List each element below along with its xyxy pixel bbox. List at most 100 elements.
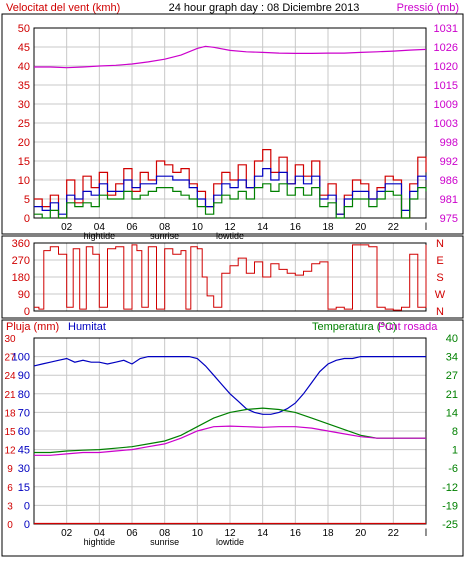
humidity-axis-title: Humitat: [68, 321, 106, 333]
x-tick-label: 06: [126, 222, 138, 233]
temperature-tick-label: 34: [446, 352, 458, 364]
compass-tick-label: N: [436, 238, 444, 250]
rain-axis-title: Pluja (mm): [6, 321, 59, 333]
dewpoint-axis-title: Punt rosada: [378, 321, 438, 333]
rain-tick-label: 15: [4, 427, 16, 438]
direction-tick-label: 270: [12, 255, 30, 267]
rain-tick-label: 21: [4, 390, 16, 401]
panel1-plot-frame: [33, 27, 427, 219]
pressure-tick-label: 1009: [434, 99, 458, 111]
pressure-tick-label: 1003: [434, 118, 458, 130]
rain-tick-label: 12: [4, 446, 16, 457]
direction-tick-label: 180: [12, 272, 30, 284]
humidity-tick-label: 15: [18, 482, 30, 494]
panel2-frame: [1, 235, 464, 319]
x-tick-label: 12: [224, 222, 236, 233]
pressure-tick-label: 986: [440, 175, 458, 187]
x-tick-label: 06: [126, 528, 138, 539]
wind-direction-panel: 0 N 90 W 180 S 270 E 360 N: [1, 235, 464, 319]
x-tick-label: 08: [159, 528, 171, 539]
rain-tick-label: 0: [7, 520, 13, 531]
temperature-tick-label: 14: [446, 407, 458, 419]
wind-tick-label: 50: [18, 23, 30, 35]
temperature-tick-label: -19: [442, 500, 458, 512]
compass-tick-label: N: [436, 306, 444, 318]
x-tick-label: 14: [257, 528, 269, 539]
wind-axis-title: Velocitat del vent (kmh): [6, 2, 120, 14]
x-tick-label: 02: [61, 222, 73, 233]
direction-tick-label: 360: [12, 238, 30, 250]
x-tick-label: 10: [192, 528, 204, 539]
wind-tick-label: 45: [18, 42, 30, 54]
rain-tick-label: 3: [7, 501, 13, 512]
temperature-axis-title: Temperatura (°C): [312, 321, 396, 333]
event-label: lowtide: [216, 537, 244, 547]
x-tick-label: 04: [94, 222, 106, 233]
pressure-tick-label: 1031: [434, 23, 458, 35]
wind-tick-label: 5: [24, 194, 30, 206]
rain-tick-label: 9: [7, 464, 13, 475]
wind-tick-label: 20: [18, 137, 30, 149]
event-label: hightide: [84, 537, 116, 547]
wind-tick-label: 15: [18, 156, 30, 168]
temperature-tick-label: -12: [442, 482, 458, 494]
humidity-tick-label: 45: [18, 445, 30, 457]
x-tick-label: 02: [61, 528, 73, 539]
x-tick-label: 22: [388, 528, 400, 539]
x-tick-label: 14: [257, 222, 269, 233]
x-tick-label: l: [425, 222, 427, 233]
panel1-frame: [1, 13, 464, 235]
direction-tick-label: 0: [24, 306, 30, 318]
humidity-series: [33, 356, 426, 415]
wind-tick-label: 10: [18, 175, 30, 187]
dewpoint-series: [34, 425, 426, 456]
x-tick-label: 16: [290, 222, 302, 233]
x-tick-label: 08: [159, 222, 171, 233]
pressure-tick-label: 975: [440, 213, 458, 225]
x-tick-label: 04: [94, 528, 106, 539]
x-tick-label: 18: [322, 528, 334, 539]
pressure-tick-label: 998: [440, 137, 458, 149]
temperature-tick-label: 40: [446, 333, 458, 345]
x-tick-label: 22: [388, 222, 400, 233]
pressure-series: [34, 45, 427, 69]
compass-tick-label: S: [436, 272, 443, 284]
wind-tick-label: 30: [18, 99, 30, 111]
rain-tick-label: 27: [4, 353, 16, 364]
x-tick-label: 20: [355, 222, 367, 233]
pressure-tick-label: 1020: [434, 61, 458, 73]
x-tick-label: 18: [322, 222, 334, 233]
humidity-tick-label: 70: [18, 407, 30, 419]
wind-tick-label: 0: [24, 213, 30, 225]
chart-title: 24 hour graph day : 08 Diciembre 2013: [169, 2, 360, 14]
pressure-axis-title: Pressió (mb): [397, 2, 459, 14]
x-tick-label: 10: [192, 222, 204, 233]
rain-tick-label: 30: [4, 334, 16, 345]
temperature-humidity-panel: Pluja (mm) Humitat Temperatura (°C) Punt…: [1, 319, 464, 557]
pressure-tick-label: 992: [440, 156, 458, 168]
rain-tick-label: 18: [4, 408, 16, 419]
compass-tick-label: E: [436, 255, 443, 267]
direction-tick-label: 90: [18, 289, 30, 301]
wind-low-series: [34, 183, 427, 219]
rain-tick-label: 6: [7, 483, 13, 494]
pressure-tick-label: 1026: [434, 42, 458, 54]
event-label: sunrise: [150, 537, 179, 547]
wind-direction-series: [34, 244, 427, 311]
temperature-tick-label: -25: [442, 519, 458, 531]
x-tick-label: 16: [290, 528, 302, 539]
humidity-tick-label: 0: [24, 500, 30, 512]
wind-tick-label: 25: [18, 118, 30, 130]
temperature-series: [34, 407, 426, 454]
temperature-tick-label: 8: [452, 426, 458, 438]
humidity-tick-label: 60: [18, 426, 30, 438]
humidity-tick-label: 80: [18, 389, 30, 401]
x-tick-label: 12: [224, 528, 236, 539]
pressure-tick-label: 1015: [434, 80, 458, 92]
panel3-frame: [1, 319, 464, 557]
wind-tick-label: 40: [18, 61, 30, 73]
temperature-tick-label: 27: [446, 370, 458, 382]
temperature-tick-label: 21: [446, 389, 458, 401]
